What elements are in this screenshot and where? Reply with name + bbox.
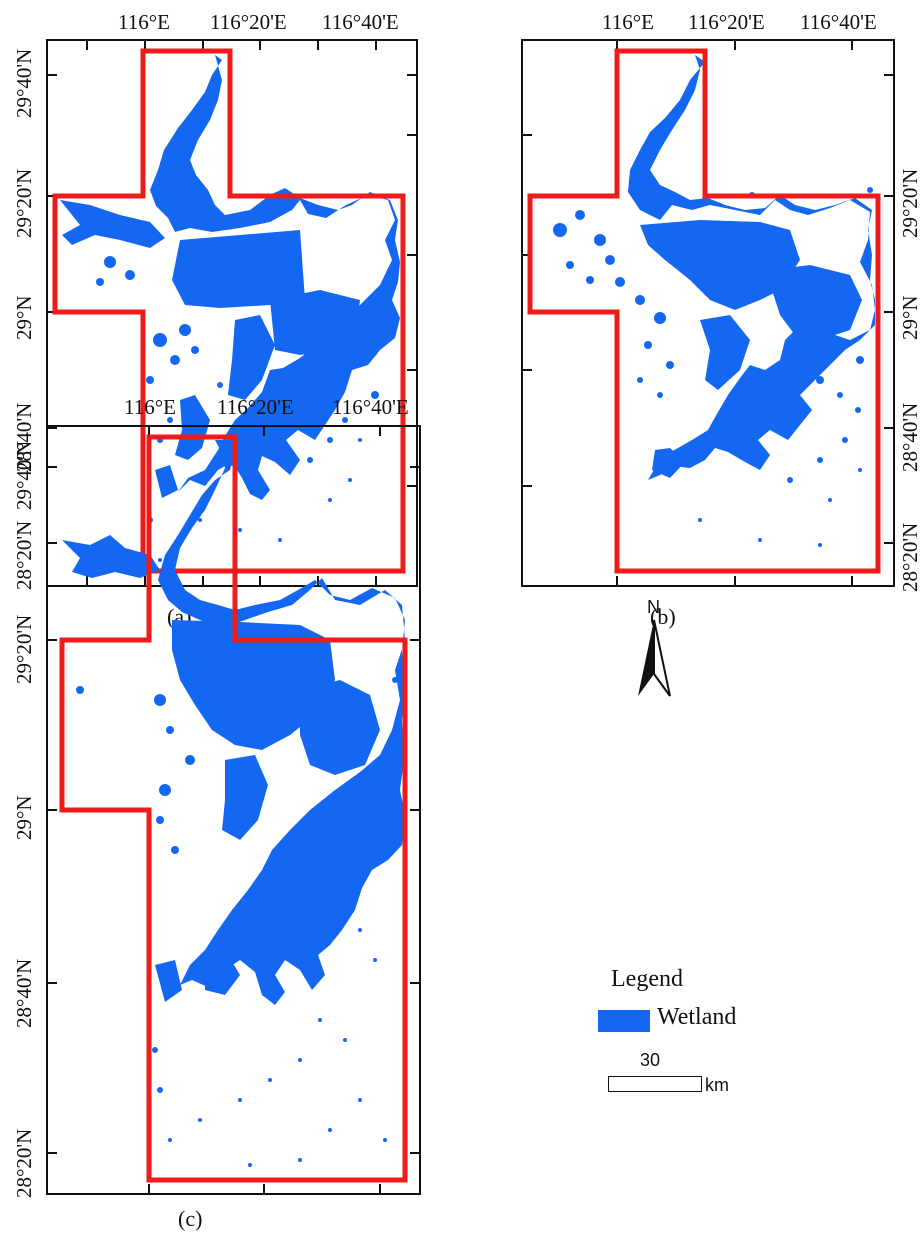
map-a-lon-label: 116°20'E: [210, 10, 287, 34]
map-c-ticks: [47, 426, 420, 1194]
scale-bar-value: 30: [640, 1050, 661, 1070]
map-c-lat-label: 29°20'N: [12, 614, 36, 684]
map-b-wetland: [553, 55, 875, 547]
map-c-caption: (c): [178, 1206, 203, 1231]
map-c-lat-label: 29°40'N: [12, 440, 36, 510]
north-label: N: [647, 597, 660, 617]
map-a-wetland: [60, 55, 400, 562]
map-a-lon-label: 116°40'E: [322, 10, 399, 34]
map-b-boundary: [527, 48, 881, 574]
map-c-lat-label: 29°N: [12, 795, 36, 840]
map-c-lon-label: 116°20'E: [217, 395, 294, 419]
map-a-ticks: [47, 40, 417, 586]
legend-swatch-wetland: [598, 1010, 650, 1032]
map-c-lon-label: 116°E: [124, 395, 176, 419]
map-a-lon-label: 116°E: [118, 10, 170, 34]
north-arrow-icon: [638, 619, 671, 697]
map-b-lon-label: 116°E: [602, 10, 654, 34]
map-c-lon-label: 116°40'E: [332, 395, 409, 419]
map-b-ticks: [522, 40, 894, 586]
map-c-wetland: [62, 445, 405, 1167]
map-c-lat-label: 28°40'N: [12, 958, 36, 1028]
map-c-lat-label: 28°20'N: [12, 1128, 36, 1198]
map-c-boundary: [59, 434, 408, 1183]
legend-title: Legend: [611, 966, 683, 992]
legend-item-wetland: Wetland: [657, 1004, 737, 1030]
scale-bar-box: [608, 1076, 702, 1092]
map-b-lon-label: 116°20'E: [688, 10, 765, 34]
map-b-lon-label: 116°40'E: [800, 10, 877, 34]
scale-bar-unit: km: [705, 1075, 729, 1095]
